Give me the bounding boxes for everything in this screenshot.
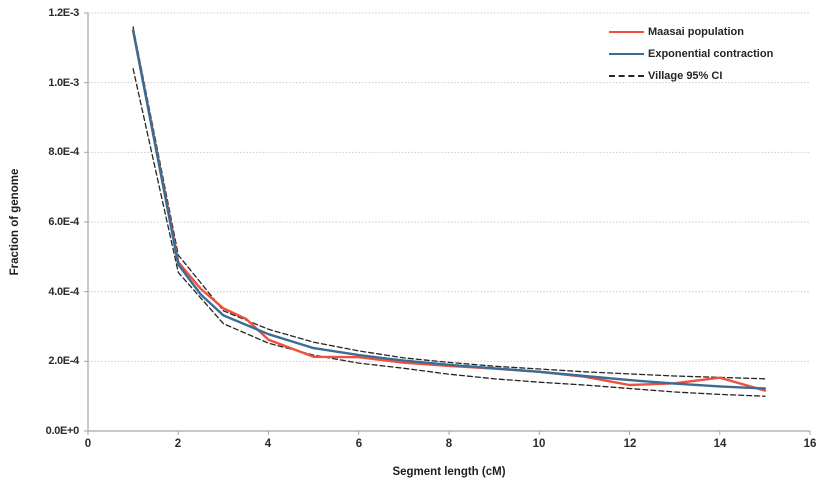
y-axis-title: Fraction of genome [9,168,21,276]
x-tick-label: 0 [84,438,92,450]
x-tick-label: 10 [532,438,546,450]
series-maasai-line [131,29,767,392]
exponential-line-swatch-icon [609,53,644,55]
y-tick-label: 1.2E-3 [48,7,79,19]
ci-line-swatch-icon [609,75,644,77]
x-tick-label: 14 [713,438,727,450]
x-tick-label: 2 [174,438,182,450]
legend-label: Exponential contraction [648,48,774,60]
y-tick-label: 8.0E-4 [48,146,79,158]
x-tick-label: 16 [803,438,817,450]
maasai-line-swatch-icon [609,31,644,33]
y-tick-label: 2.0E-4 [48,355,79,367]
ci-upper-line [132,26,766,380]
legend-item-maasai: Maasai population [609,21,773,43]
x-tick-label: 8 [445,438,453,450]
series-exponential-line [131,29,767,390]
ci-lower-line [132,68,766,397]
y-tick-label: 6.0E-4 [48,216,79,228]
y-tick-label: 0.0E+0 [45,425,80,437]
y-tick-label: 4.0E-4 [48,286,79,298]
legend-label: Maasai population [648,26,744,38]
chart-legend: Maasai population Exponential contractio… [609,21,773,87]
x-axis-title: Segment length (cM) [392,466,506,478]
x-tick-label: 12 [623,438,637,450]
legend-item-ci: Village 95% CI [609,65,773,87]
x-tick-label: 4 [264,438,272,450]
legend-item-exponential: Exponential contraction [609,43,773,65]
y-tick-label: 1.0E-3 [48,77,79,89]
x-tick-label: 6 [355,438,363,450]
legend-label: Village 95% CI [648,70,723,82]
